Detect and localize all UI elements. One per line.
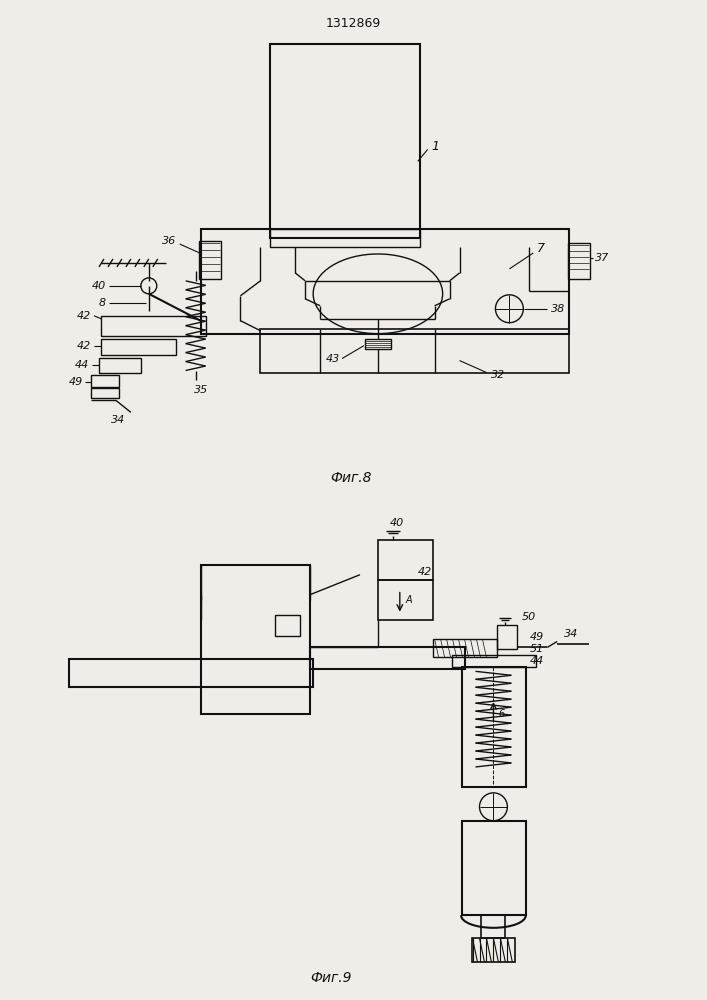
Bar (270, 229, 420, 247)
Bar (378, 540, 433, 580)
Text: 36: 36 (163, 236, 177, 246)
Text: 8: 8 (99, 298, 106, 308)
Text: 6: 6 (498, 709, 505, 719)
Bar (462, 821, 526, 915)
Text: 44: 44 (530, 656, 544, 666)
Text: 42: 42 (418, 567, 432, 577)
Text: Фиг.8: Фиг.8 (330, 471, 372, 485)
Text: 43: 43 (326, 354, 340, 364)
Text: 40: 40 (390, 518, 404, 528)
Bar (270, 44, 420, 238)
Bar (101, 339, 176, 355)
Bar (275, 615, 300, 636)
Bar (260, 329, 569, 373)
Bar (201, 229, 569, 334)
Text: 34: 34 (111, 415, 125, 425)
Bar (99, 358, 141, 373)
Text: 42: 42 (77, 311, 91, 321)
Text: 44: 44 (75, 360, 89, 370)
Text: Фиг.9: Фиг.9 (310, 971, 351, 985)
Text: 50: 50 (521, 612, 536, 622)
Bar (568, 243, 590, 279)
Bar (498, 625, 518, 649)
Text: 34: 34 (564, 629, 578, 639)
Bar (69, 659, 313, 687)
Text: 32: 32 (491, 370, 506, 380)
Bar (101, 316, 206, 336)
Text: 49: 49 (69, 377, 83, 387)
Bar (199, 241, 221, 279)
Text: 42: 42 (77, 341, 91, 351)
Text: 1: 1 (432, 140, 440, 153)
Text: 7: 7 (537, 242, 545, 255)
Bar (472, 938, 515, 962)
Bar (91, 388, 119, 398)
Text: 37: 37 (595, 253, 609, 263)
Bar (91, 375, 119, 387)
Bar (365, 339, 391, 349)
Bar (378, 580, 433, 620)
Text: 40: 40 (92, 281, 106, 291)
Text: 38: 38 (551, 304, 566, 314)
Bar (201, 565, 310, 714)
Text: 49: 49 (530, 632, 544, 642)
Bar (433, 639, 498, 657)
Bar (310, 647, 464, 669)
Text: A: A (406, 595, 412, 605)
Text: 51: 51 (530, 644, 544, 654)
Text: 35: 35 (194, 385, 208, 395)
Text: 1312869: 1312869 (325, 17, 380, 30)
Bar (452, 655, 537, 667)
Bar (462, 667, 526, 787)
